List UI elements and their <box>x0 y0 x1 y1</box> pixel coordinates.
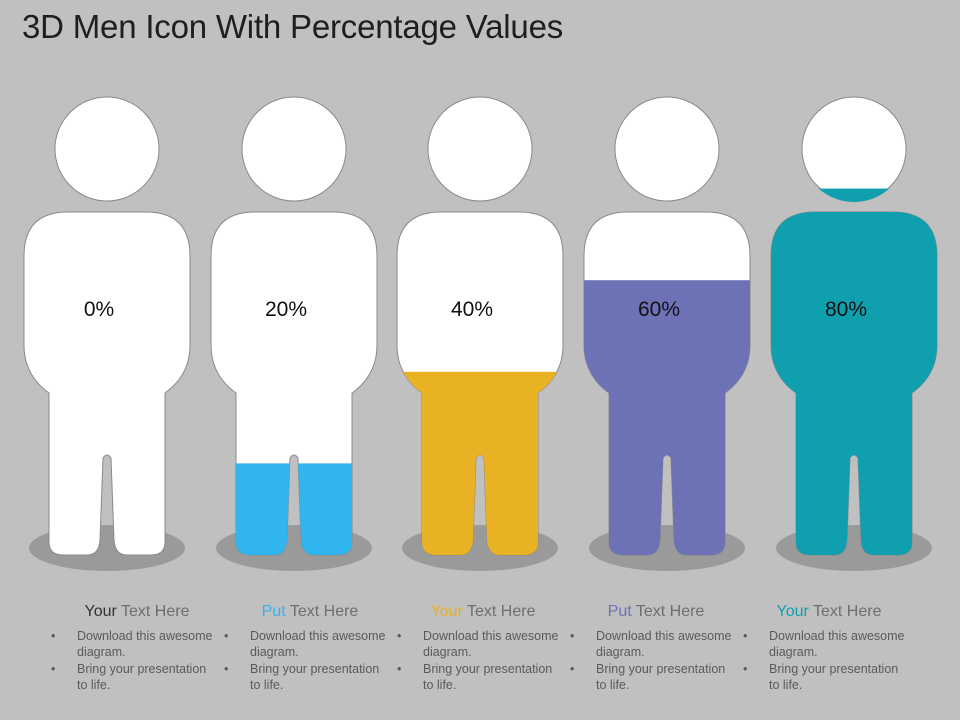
caption-bullets: Download this awesome diagram.Bring your… <box>739 628 919 693</box>
caption-title-first-word: Put <box>607 603 632 620</box>
figure-body <box>210 211 378 556</box>
caption-block-5: Your Text Here Download this awesome diag… <box>739 600 919 694</box>
caption-title: Put Text Here <box>220 600 400 624</box>
figure-body <box>23 211 191 556</box>
caption-title-rest: Text Here <box>631 603 705 620</box>
caption-title-first-word: Put <box>261 603 286 620</box>
figure-head <box>801 96 907 202</box>
caption-title-rest: Text Here <box>808 603 882 620</box>
caption-title-first-word: Your <box>430 603 463 620</box>
caption-title-first-word: Your <box>84 603 117 620</box>
bullet-item: Download this awesome diagram. <box>570 628 736 660</box>
figure-fill-level <box>771 188 937 555</box>
percent-label: 0% <box>84 298 114 321</box>
percent-label: 40% <box>451 298 493 321</box>
caption-title: Your Text Here <box>739 600 919 624</box>
man-figure-3: 40% <box>396 96 564 571</box>
caption-bullets: Download this awesome diagram.Bring your… <box>220 628 400 693</box>
caption-title: Put Text Here <box>566 600 746 624</box>
bullet-item: Bring your presentation to life. <box>397 661 563 693</box>
caption-title-rest: Text Here <box>462 603 536 620</box>
caption-title-rest: Text Here <box>285 603 359 620</box>
caption-title-first-word: Your <box>776 603 809 620</box>
caption-block-2: Put Text Here Download this awesome diagr… <box>220 600 400 694</box>
figure-head <box>241 96 347 202</box>
man-figure-4: 60% <box>583 96 751 571</box>
bullet-item: Download this awesome diagram. <box>51 628 217 660</box>
bullet-item: Download this awesome diagram. <box>397 628 563 660</box>
caption-bullets: Download this awesome diagram.Bring your… <box>393 628 573 693</box>
man-figure-1: 0% <box>23 96 191 571</box>
caption-block-4: Put Text Here Download this awesome diagr… <box>566 600 746 694</box>
man-figure-2: 20% <box>210 96 378 571</box>
caption-title-rest: Text Here <box>116 603 190 620</box>
bullet-item: Bring your presentation to life. <box>51 661 217 693</box>
bullet-item: Bring your presentation to life. <box>743 661 909 693</box>
caption-title: Your Text Here <box>47 600 227 624</box>
percent-label: 60% <box>638 298 680 321</box>
caption-block-1: Your Text Here Download this awesome diag… <box>47 600 227 694</box>
caption-block-3: Your Text Here Download this awesome diag… <box>393 600 573 694</box>
bullet-item: Bring your presentation to life. <box>570 661 736 693</box>
bullet-item: Download this awesome diagram. <box>743 628 909 660</box>
caption-bullets: Download this awesome diagram.Bring your… <box>566 628 746 693</box>
figure-fill-level <box>584 280 750 555</box>
percent-label: 80% <box>825 298 867 321</box>
bullet-item: Download this awesome diagram. <box>224 628 390 660</box>
caption-bullets: Download this awesome diagram.Bring your… <box>47 628 227 693</box>
figure-head <box>614 96 720 202</box>
page-title: 3D Men Icon With Percentage Values <box>22 8 564 45</box>
figure-head <box>54 96 160 202</box>
figure-head <box>427 96 533 202</box>
percent-label: 20% <box>265 298 307 321</box>
man-figure-5: 80% <box>770 96 938 571</box>
bullet-item: Bring your presentation to life. <box>224 661 390 693</box>
caption-title: Your Text Here <box>393 600 573 624</box>
